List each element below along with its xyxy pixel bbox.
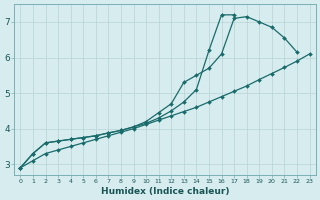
X-axis label: Humidex (Indice chaleur): Humidex (Indice chaleur) bbox=[101, 187, 229, 196]
